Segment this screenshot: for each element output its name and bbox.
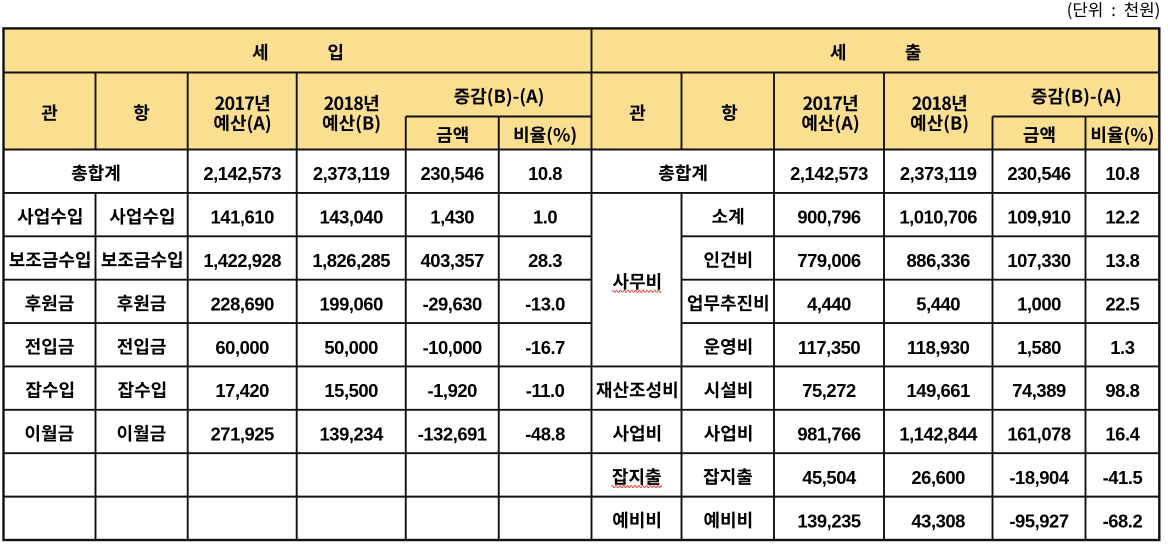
svg-text:1,422,928: 1,422,928 [203, 250, 281, 271]
svg-text:161,078: 161,078 [1007, 424, 1071, 445]
svg-text:230,546: 230,546 [421, 163, 485, 184]
svg-text:107,330: 107,330 [1007, 250, 1071, 271]
svg-text:26,600: 26,600 [911, 467, 965, 488]
svg-text:2,373,119: 2,373,119 [313, 163, 390, 184]
svg-text:-29,630: -29,630 [423, 293, 482, 314]
svg-text:1,010,706: 1,010,706 [899, 207, 977, 228]
svg-text:139,234: 139,234 [320, 424, 385, 445]
svg-text:271,925: 271,925 [211, 424, 275, 445]
svg-text:22.5: 22.5 [1105, 293, 1139, 314]
svg-text:139,235: 139,235 [797, 510, 861, 531]
svg-text:74,389: 74,389 [1012, 380, 1066, 401]
svg-text:-10,000: -10,000 [423, 337, 482, 358]
svg-text:886,336: 886,336 [907, 250, 971, 271]
svg-text:-68.2: -68.2 [1103, 510, 1143, 531]
svg-text:2,373,119: 2,373,119 [900, 163, 977, 184]
svg-text:-13.0: -13.0 [525, 293, 565, 314]
svg-text:10.8: 10.8 [1105, 163, 1139, 184]
svg-text:60,000: 60,000 [215, 337, 269, 358]
svg-text:50,000: 50,000 [324, 337, 378, 358]
svg-text:117,350: 117,350 [798, 337, 861, 358]
svg-text:230,546: 230,546 [1007, 163, 1071, 184]
svg-text:10.8: 10.8 [528, 163, 562, 184]
svg-text:149,661: 149,661 [907, 380, 971, 401]
svg-text:1.0: 1.0 [533, 207, 557, 228]
svg-text:15,500: 15,500 [324, 380, 378, 401]
svg-text:-41.5: -41.5 [1103, 467, 1143, 488]
svg-text:45,504: 45,504 [802, 467, 857, 488]
svg-text:2,142,573: 2,142,573 [203, 163, 281, 184]
svg-text:141,610: 141,610 [211, 207, 275, 228]
svg-text:779,006: 779,006 [797, 250, 861, 271]
svg-text:228,690: 228,690 [211, 293, 275, 314]
svg-text:28.3: 28.3 [528, 250, 562, 271]
svg-text:1,580: 1,580 [1017, 337, 1061, 358]
svg-text:900,796: 900,796 [797, 207, 861, 228]
svg-text:403,357: 403,357 [421, 250, 485, 271]
svg-text:-48.8: -48.8 [525, 424, 565, 445]
svg-text:-16.7: -16.7 [525, 337, 565, 358]
svg-text:1.3: 1.3 [1110, 337, 1134, 358]
svg-text:-11.0: -11.0 [526, 380, 565, 401]
svg-text:143,040: 143,040 [320, 207, 384, 228]
svg-text:-95,927: -95,927 [1009, 510, 1068, 531]
svg-text:-18,904: -18,904 [1009, 467, 1069, 488]
svg-text:98.8: 98.8 [1105, 380, 1139, 401]
svg-text:12.2: 12.2 [1105, 207, 1139, 228]
svg-text:981,766: 981,766 [797, 424, 861, 445]
svg-text:16.4: 16.4 [1105, 424, 1140, 445]
svg-text:5,440: 5,440 [916, 293, 960, 314]
svg-text:1,826,285: 1,826,285 [312, 250, 390, 271]
svg-text:1,000: 1,000 [1017, 293, 1061, 314]
svg-text:4,440: 4,440 [807, 293, 851, 314]
svg-text:43,308: 43,308 [911, 510, 965, 531]
svg-text:17,420: 17,420 [215, 380, 269, 401]
svg-text:1,142,844: 1,142,844 [899, 424, 978, 445]
svg-text:2,142,573: 2,142,573 [790, 163, 868, 184]
svg-text:75,272: 75,272 [802, 380, 856, 401]
svg-text:-1,920: -1,920 [427, 380, 477, 401]
svg-text:118,930: 118,930 [907, 337, 970, 358]
svg-text:-132,691: -132,691 [418, 424, 487, 445]
svg-text:13.8: 13.8 [1105, 250, 1139, 271]
svg-text:109,910: 109,910 [1007, 207, 1071, 228]
svg-text:199,060: 199,060 [320, 293, 384, 314]
svg-text:1,430: 1,430 [430, 207, 474, 228]
